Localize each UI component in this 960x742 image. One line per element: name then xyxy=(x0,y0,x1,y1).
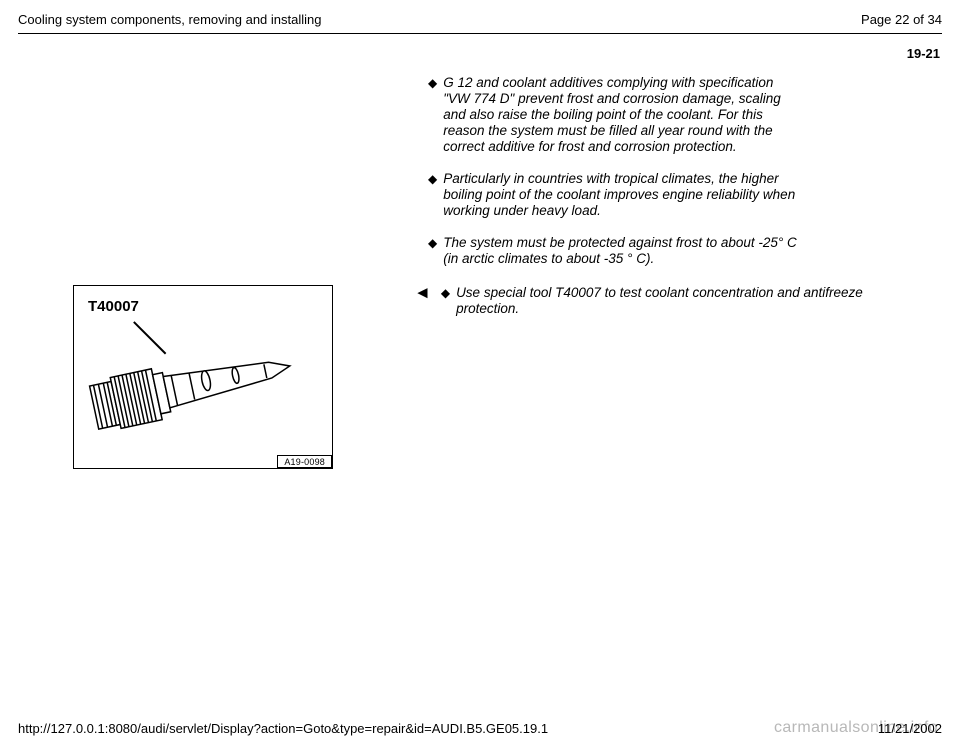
section-page-ref: 19-21 xyxy=(18,46,942,61)
footer-row: http://127.0.0.1:8080/audi/servlet/Displ… xyxy=(18,721,942,736)
header-title: Cooling system components, removing and … xyxy=(18,12,322,27)
bullet-text: Particularly in countries with tropical … xyxy=(443,171,798,219)
page-footer: http://127.0.0.1:8080/audi/servlet/Displ… xyxy=(0,721,960,736)
bullet-item: ◆ Particularly in countries with tropica… xyxy=(428,171,798,219)
header-page-info: Page 22 of 34 xyxy=(861,12,942,27)
content: ◆ G 12 and coolant additives complying w… xyxy=(18,69,942,469)
bullet-item: ◆ G 12 and coolant additives complying w… xyxy=(428,75,798,155)
figure-column: T40007 xyxy=(18,285,368,469)
bullet-icon: ◆ xyxy=(428,75,437,91)
bullet-icon: ◆ xyxy=(441,285,450,301)
bullet-text: The system must be protected against fro… xyxy=(443,235,798,267)
tool-illustration xyxy=(82,330,332,450)
bullet-item: ◆ The system must be protected against f… xyxy=(428,235,798,267)
bullet-item: ◆ Use special tool T40007 to test coolan… xyxy=(441,285,906,317)
top-bullet-block: ◆ G 12 and coolant additives complying w… xyxy=(428,69,798,283)
bullet-text: Use special tool T40007 to test coolant … xyxy=(456,285,906,317)
arrow-left-icon: ◄ xyxy=(414,285,431,301)
lower-row: T40007 xyxy=(18,285,942,469)
bullet-icon: ◆ xyxy=(428,171,437,187)
figure-box: T40007 xyxy=(73,285,333,469)
figure-label: T40007 xyxy=(88,298,139,315)
page-header: Cooling system components, removing and … xyxy=(18,12,942,33)
arrow-block: ◄ ◆ Use special tool T40007 to test cool… xyxy=(414,285,906,333)
page-root: Cooling system components, removing and … xyxy=(0,0,960,469)
footer-url: http://127.0.0.1:8080/audi/servlet/Displ… xyxy=(18,721,548,736)
lower-right-column: ◄ ◆ Use special tool T40007 to test cool… xyxy=(368,285,942,333)
figure-ref-badge: A19-0098 xyxy=(277,455,332,468)
bullet-icon: ◆ xyxy=(428,235,437,251)
footer-date: 11/21/2002 xyxy=(878,721,942,736)
header-divider xyxy=(18,33,942,34)
bullet-text: G 12 and coolant additives complying wit… xyxy=(443,75,798,155)
arrow-inner: ◆ Use special tool T40007 to test coolan… xyxy=(441,285,906,333)
